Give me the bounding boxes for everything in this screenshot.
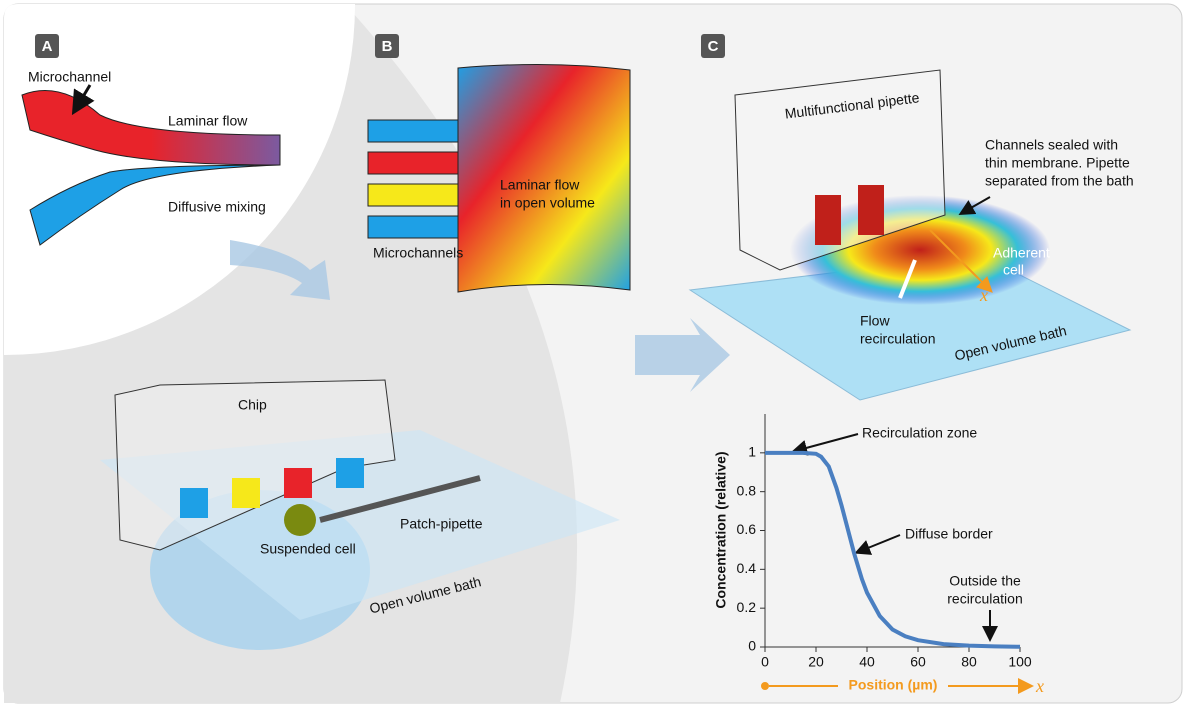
x-axis-arrow: [929, 229, 993, 293]
y-tick-label: 1: [748, 444, 756, 460]
label: Laminar flow: [168, 113, 248, 129]
panel-label-box: [375, 34, 399, 58]
y-axis-label: Concentration (relative): [713, 451, 729, 608]
label: Diffusive mixing: [168, 199, 266, 215]
concentration-line: [765, 450, 1021, 649]
chip-channel: [336, 458, 364, 488]
arrow: [71, 84, 95, 116]
x-tick-label: 40: [859, 654, 875, 670]
x-tick-label: 60: [910, 654, 926, 670]
annotation-arrow: [854, 534, 901, 555]
cell: [284, 504, 316, 536]
label: Microchannel: [28, 69, 111, 85]
label: recirculation: [860, 331, 935, 347]
chip-channel: [232, 478, 260, 508]
channel: [367, 215, 459, 239]
panel-label: B: [382, 38, 393, 55]
label: Adherent: [993, 245, 1050, 261]
y-tick-label: 0.2: [737, 599, 757, 615]
y-tick-label: 0: [748, 638, 756, 654]
y-tick-label: 0.4: [737, 560, 757, 576]
label-bg: [838, 676, 948, 696]
chip-channel: [284, 468, 312, 498]
label: Chip: [238, 397, 267, 413]
y-tick-label: 0.6: [737, 521, 757, 537]
label: Flow: [860, 313, 890, 329]
pipette-channel: [815, 195, 841, 245]
annotation: recirculation: [947, 591, 1022, 607]
open-volume: [457, 63, 631, 293]
x-tick-label: 80: [961, 654, 977, 670]
transition-arrow: [230, 240, 330, 300]
label: Channels sealed with: [985, 137, 1118, 153]
pipette: [734, 69, 946, 271]
channel: [367, 183, 459, 207]
channel: [367, 119, 459, 143]
label: thin membrane. Pipette: [985, 155, 1130, 171]
patch-pipette: [319, 475, 481, 523]
y-tick-label: 0.8: [737, 482, 757, 498]
x-tick-label: 0: [761, 654, 769, 670]
pipette-channel: [858, 185, 884, 235]
annotation: Outside the: [949, 573, 1021, 589]
annotation: Diffuse border: [905, 526, 993, 542]
axis-origin-dot: [761, 682, 769, 690]
label: separated from the bath: [985, 173, 1134, 189]
annotation-arrow: [791, 433, 859, 456]
panel-label: C: [708, 38, 719, 55]
label: in open volume: [500, 195, 595, 211]
panel-label-box: [35, 34, 59, 58]
panel-label: A: [42, 38, 53, 55]
chip-channel: [180, 488, 208, 518]
x-symbol: x: [1035, 676, 1044, 696]
panel-label-box: [701, 34, 725, 58]
x-tick-label: 100: [1008, 654, 1032, 670]
label: x: [979, 285, 988, 305]
transition-arrow: [635, 318, 730, 392]
label: cell: [1003, 262, 1024, 278]
arrow: [958, 196, 991, 215]
x-tick-label: 20: [808, 654, 824, 670]
label: Suspended cell: [260, 541, 356, 557]
blue-channel: [29, 164, 281, 246]
label: Patch-pipette: [400, 516, 483, 532]
arrow: [898, 259, 917, 299]
x-axis-label: Position (µm): [849, 677, 938, 693]
annotation: Recirculation zone: [862, 425, 977, 441]
label: Laminar flow: [500, 177, 580, 193]
channel: [367, 151, 459, 175]
label: Microchannels: [373, 245, 463, 261]
